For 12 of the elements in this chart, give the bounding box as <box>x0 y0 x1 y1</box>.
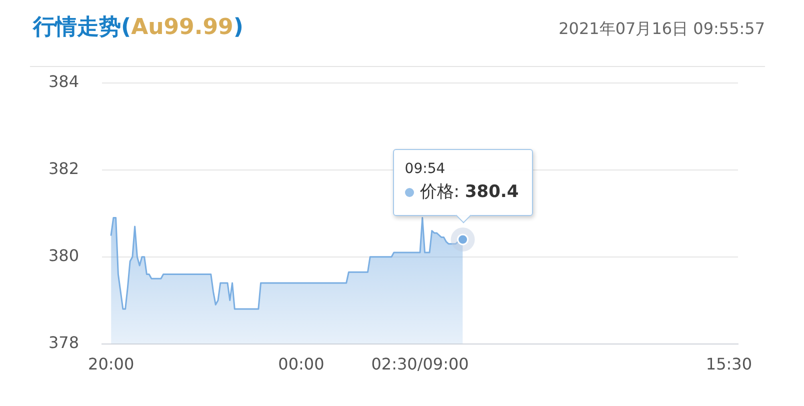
text: 2021年07月16日 09:55:57 <box>558 19 765 38</box>
chart-title: 行情走势(Au99.99) <box>33 15 244 40</box>
x-tick-label: 15:30 <box>706 354 752 374</box>
y-tick-label: 378 <box>48 332 80 352</box>
y-tick-label: 382 <box>48 159 80 178</box>
x-tick-label: 02:30/09:00 <box>371 354 469 374</box>
annotation: 09:54 <box>404 160 446 180</box>
y-tick-label: 384 <box>48 72 80 92</box>
x-tick-label: 20:00 <box>88 354 134 374</box>
x-tick-label: 00:00 <box>278 354 324 374</box>
y-tick-label: 380 <box>48 246 80 266</box>
annotation: 价格: 380.4 <box>420 181 519 204</box>
